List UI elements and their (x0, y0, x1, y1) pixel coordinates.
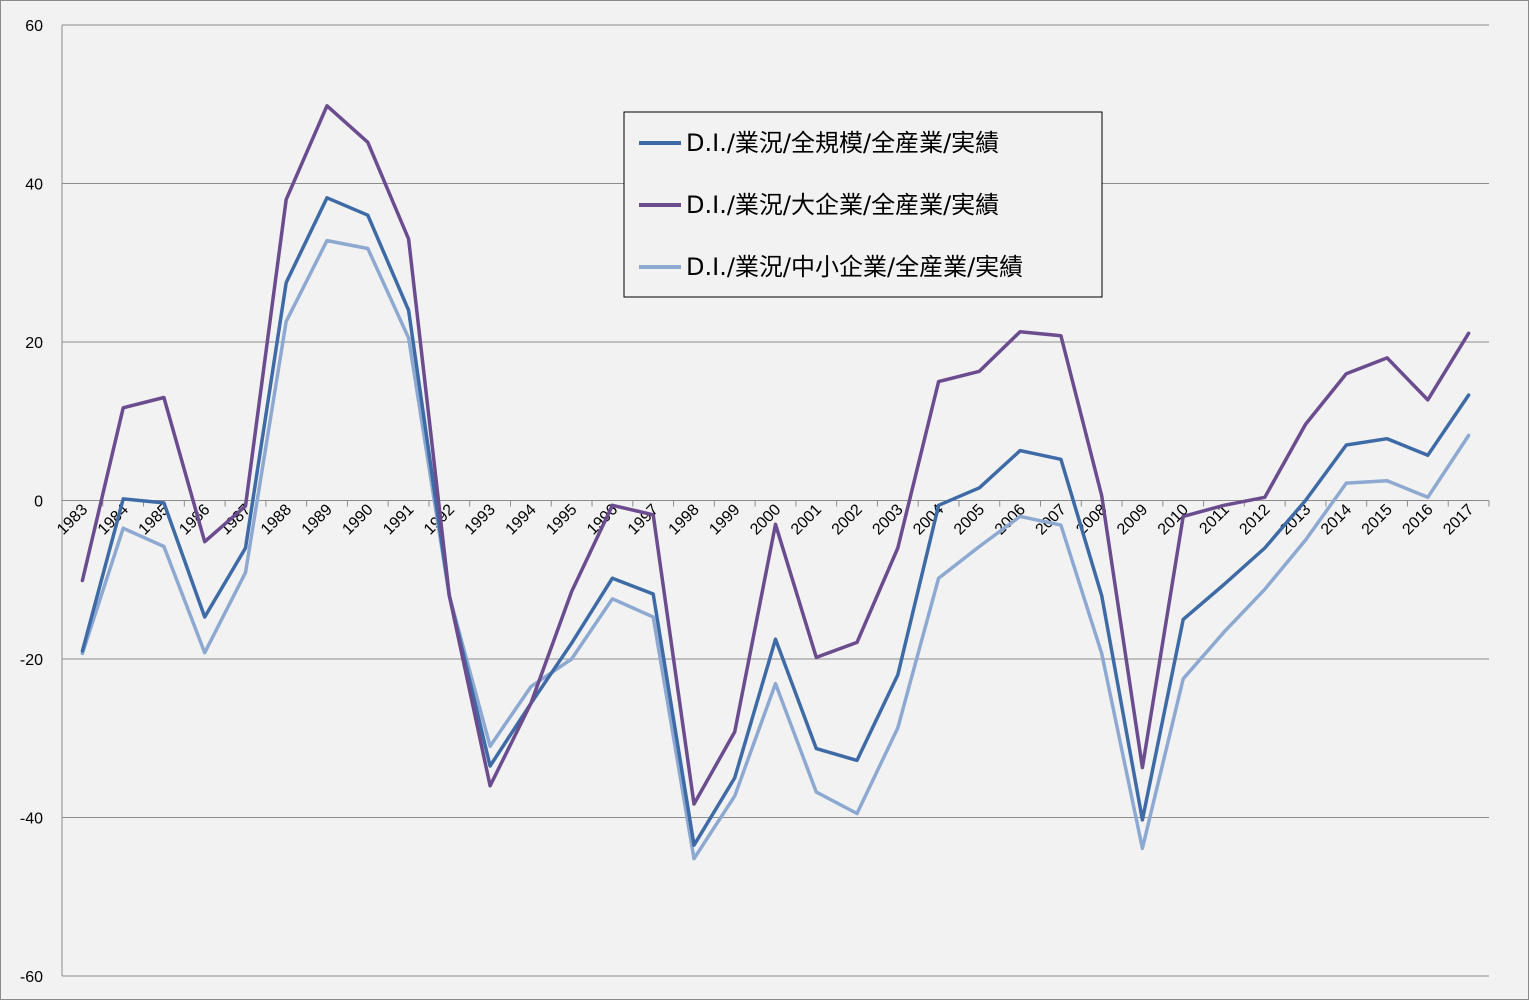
y-tick-label: 40 (25, 177, 43, 194)
legend-label: D.I./業況/大企業/全産業/実績 (686, 191, 999, 219)
series-line-2 (80, 238, 1471, 861)
y-tick-label: -20 (20, 652, 43, 669)
legend-label: D.I./業況/全規模/全産業/実績 (686, 129, 999, 157)
series-line-0 (80, 196, 1471, 847)
y-tick-label: 60 (25, 18, 43, 35)
y-tick-label: 20 (25, 335, 43, 352)
legend-box (623, 111, 1103, 298)
series-lines (80, 104, 1471, 861)
y-tick-label: -40 (20, 811, 43, 828)
legend: D.I./業況/全規模/全産業/実績 D.I./業況/大企業/全産業/実績 D.I.… (623, 111, 1103, 298)
y-tick-label: -60 (20, 969, 43, 986)
y-tick-label: 0 (34, 494, 43, 511)
legend-label: D.I./業況/中小企業/全産業/実績 (686, 253, 1023, 281)
y-tick-labels: -60 -40 -20 0 20 40 60 (20, 18, 43, 986)
series-line-1 (80, 104, 1471, 806)
